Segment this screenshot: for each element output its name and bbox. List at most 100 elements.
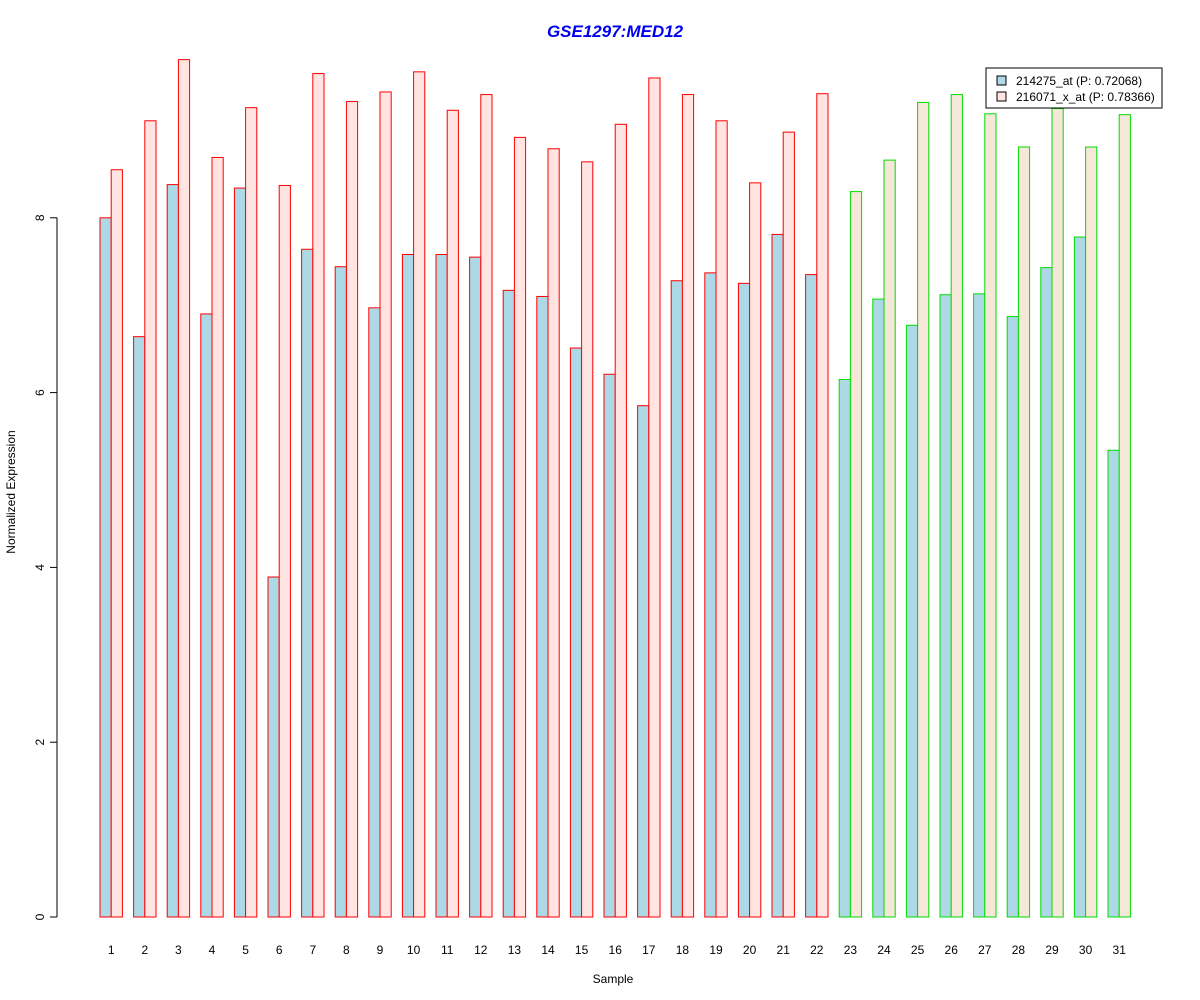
- x-tick-label: 29: [1045, 943, 1059, 957]
- x-tick-label: 4: [209, 943, 216, 957]
- bar-series-2-sample-26: [950, 94, 963, 918]
- x-tick-label: 12: [474, 943, 488, 957]
- bar-series-1-sample-17: [637, 405, 650, 918]
- bar-series-1-sample-8: [334, 266, 347, 918]
- bar-series-1-sample-23: [838, 378, 851, 918]
- x-tick-label: 28: [1012, 943, 1026, 957]
- legend: 214275_at (P: 0.72068) 216071_x_at (P: 0…: [985, 67, 1163, 109]
- bar-series-1-sample-14: [536, 295, 549, 918]
- bar-series-1-sample-1: [99, 217, 112, 918]
- x-tick-label: 24: [877, 943, 891, 957]
- bar-series-1-sample-4: [200, 313, 213, 918]
- bar-series-1-sample-15: [569, 347, 583, 918]
- x-tick-label: 11: [441, 943, 454, 957]
- bar-series-1-sample-6: [267, 576, 280, 918]
- y-tick-label: 0: [33, 913, 47, 920]
- bar-series-2-sample-28: [1017, 146, 1031, 918]
- x-tick-label: 19: [709, 943, 723, 957]
- bar-series-2-sample-31: [1118, 114, 1131, 918]
- bar-series-2-sample-3: [177, 59, 191, 918]
- x-tick-label: 6: [276, 943, 283, 957]
- bar-series-2-sample-29: [1051, 108, 1064, 918]
- legend-label-series-1: 214275_at (P: 0.72068): [1016, 74, 1142, 88]
- bar-series-1-sample-28: [1006, 316, 1019, 918]
- bar-series-1-sample-25: [905, 324, 919, 918]
- bar-series-1-sample-7: [301, 248, 314, 918]
- bar-series-2-sample-11: [446, 109, 459, 918]
- bar-series-2-sample-15: [581, 161, 594, 918]
- x-tick-label: 31: [1113, 943, 1127, 957]
- x-tick-label: 14: [541, 943, 555, 957]
- bar-series-1-sample-30: [1073, 236, 1087, 918]
- bar-series-2-sample-13: [513, 136, 527, 918]
- bar-series-1-sample-18: [670, 280, 683, 918]
- x-tick-labels: 1 2 3 4 5 6 7 8 9 10 11 12 13 14 15 16 17 18 19 20 21 22 23 24 2…: [108, 943, 1126, 957]
- bar-series-1-sample-29: [1040, 267, 1053, 918]
- bar-series-1-sample-22: [805, 274, 818, 918]
- bar-series-1-sample-9: [368, 307, 381, 918]
- x-tick-label: 10: [407, 943, 421, 957]
- x-tick-label: 15: [575, 943, 589, 957]
- x-tick-label: 16: [609, 943, 623, 957]
- legend-box: [985, 67, 1163, 109]
- legend-swatch-series-1: [996, 75, 1007, 86]
- bar-series-1-sample-27: [973, 293, 986, 918]
- bar-series-1-sample-19: [704, 272, 717, 918]
- legend-label-series-2: 216071_x_at (P: 0.78366): [1016, 90, 1155, 104]
- bar-series-1-sample-20: [737, 282, 751, 918]
- x-tick-label: 7: [309, 943, 316, 957]
- bar-series-2-sample-19: [715, 120, 728, 918]
- y-axis: 0 2 4 6 8: [33, 214, 58, 920]
- x-tick-label: 1: [108, 943, 115, 957]
- bar-series-1-sample-12: [469, 256, 482, 918]
- bar-series-2-sample-9: [379, 91, 392, 918]
- y-tick-label: 8: [33, 214, 47, 221]
- x-tick-label: 20: [743, 943, 757, 957]
- bar-series-2-sample-24: [883, 159, 896, 918]
- bar-series-2-sample-16: [614, 123, 627, 918]
- x-tick-label: 18: [676, 943, 690, 957]
- bar-series-1-sample-24: [872, 298, 885, 918]
- bar-series-1-sample-26: [939, 294, 952, 918]
- y-tick-label: 6: [33, 389, 47, 396]
- x-tick-label: 25: [911, 943, 925, 957]
- bar-series-2-sample-8: [345, 101, 359, 918]
- x-tick-label: 9: [377, 943, 384, 957]
- x-tick-label: 30: [1079, 943, 1093, 957]
- bar-series-2-sample-30: [1085, 146, 1098, 918]
- x-tick-label: 27: [978, 943, 992, 957]
- bar-series-2-sample-22: [816, 93, 829, 918]
- bar-series-2-sample-5: [245, 107, 258, 918]
- bar-series-2-sample-18: [681, 94, 695, 918]
- chart-title: GSE1297:MED12: [547, 22, 684, 41]
- bar-series-2-sample-10: [413, 71, 426, 918]
- x-tick-label: 23: [844, 943, 858, 957]
- x-tick-label: 2: [141, 943, 148, 957]
- y-tick-label: 2: [33, 739, 47, 746]
- bar-series-1-sample-16: [603, 373, 616, 918]
- bar-series-2-sample-12: [480, 94, 493, 918]
- x-tick-label: 13: [508, 943, 522, 957]
- x-tick-label: 5: [242, 943, 249, 957]
- bar-series-2-sample-20: [749, 182, 762, 918]
- bar-series-2-sample-14: [547, 148, 560, 918]
- bar-series-1-sample-3: [166, 184, 179, 918]
- y-tick-label: 4: [33, 564, 47, 571]
- x-tick-label: 26: [945, 943, 959, 957]
- x-axis-label: Sample: [593, 972, 634, 986]
- x-tick-label: 3: [175, 943, 182, 957]
- bar-series-1-sample-11: [435, 254, 448, 918]
- x-tick-label: 17: [642, 943, 656, 957]
- bar-series-2-sample-6: [278, 184, 291, 918]
- bar-series-1-sample-31: [1107, 449, 1120, 918]
- bar-series-2-sample-23: [849, 191, 863, 918]
- bar-series-1-sample-13: [502, 289, 515, 918]
- bar-series-1-sample-5: [233, 187, 247, 918]
- legend-swatch-series-2: [996, 91, 1007, 102]
- bar-series-2-sample-25: [917, 101, 930, 918]
- bar-series-2-sample-17: [648, 77, 661, 918]
- bar-series-2-sample-4: [211, 156, 224, 918]
- y-axis-label: Normalized Expression: [4, 430, 18, 553]
- bar-series-2-sample-2: [144, 120, 157, 918]
